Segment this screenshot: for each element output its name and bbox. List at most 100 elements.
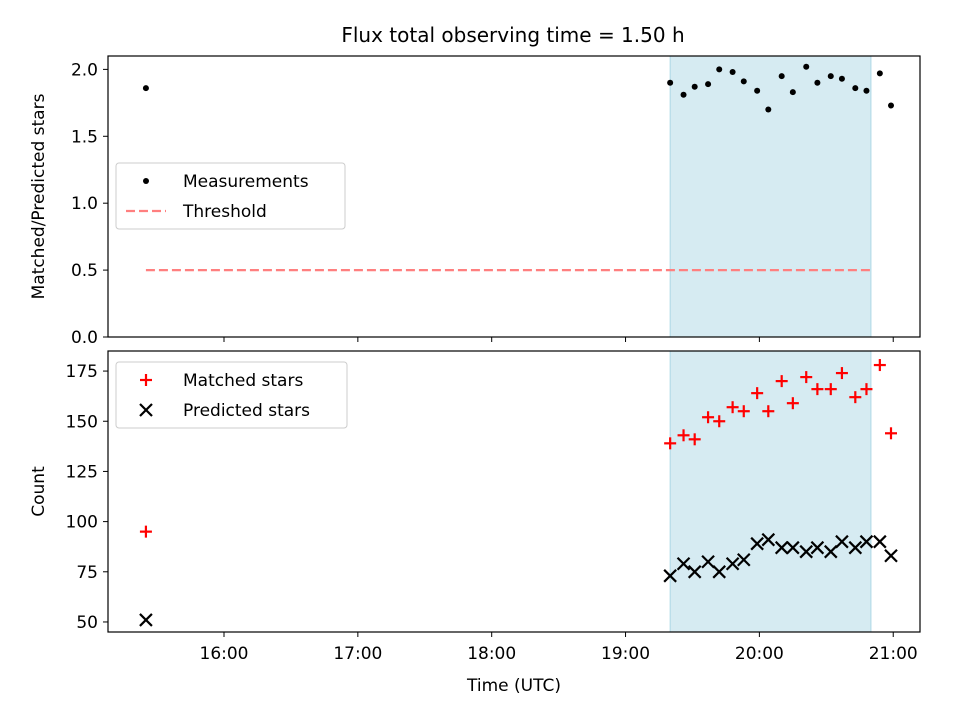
data-point — [740, 78, 747, 85]
bottom-panel: 50 75 100 125 150 175 Count 16:00 17:00 18:00 19:0… — [29, 350, 921, 696]
data-point — [775, 375, 788, 388]
data-point — [761, 532, 776, 547]
data-point — [687, 565, 702, 579]
data-point — [789, 89, 796, 96]
data-point — [677, 429, 690, 442]
data-point — [729, 69, 736, 76]
x-axis-label: Time (UTC) — [466, 676, 561, 696]
data-point — [888, 102, 894, 109]
y-tick-label: 1.5 — [71, 127, 98, 147]
data-point — [835, 367, 848, 380]
data-point — [778, 73, 785, 80]
y-tick-label: 150 — [66, 412, 98, 432]
data-point — [737, 405, 750, 418]
data-point — [667, 79, 674, 86]
series-matched-stars — [139, 359, 897, 538]
y-axis-label: Count — [29, 466, 49, 517]
data-point — [873, 534, 887, 549]
data-point — [786, 397, 799, 410]
data-point — [725, 556, 740, 571]
data-point — [701, 554, 715, 569]
data-point — [827, 73, 834, 80]
data-point — [664, 437, 677, 450]
y-tick-label: 0.0 — [71, 328, 98, 348]
y-tick-label: 125 — [66, 462, 98, 482]
data-point — [139, 613, 153, 627]
legend-entry: Threshold — [126, 202, 267, 222]
data-point — [860, 383, 873, 396]
data-point — [726, 401, 739, 414]
data-point — [762, 405, 775, 418]
data-point — [824, 383, 837, 396]
data-point — [142, 85, 149, 92]
data-point — [849, 391, 862, 404]
x-tick-label: 16:00 — [200, 644, 249, 664]
x-tick-label: 20:00 — [735, 644, 784, 664]
legend-label: Threshold — [182, 202, 267, 222]
y-tick-label: 50 — [76, 613, 98, 633]
data-point — [774, 540, 789, 555]
legend-label: Matched stars — [183, 371, 303, 391]
legend-handle — [140, 374, 152, 386]
chart-title: Flux total observing time = 1.50 h — [341, 23, 684, 47]
data-point — [736, 552, 751, 567]
data-point — [139, 525, 152, 538]
legend-label: Measurements — [183, 172, 309, 192]
data-point — [876, 70, 883, 77]
data-point — [676, 556, 691, 571]
data-point — [663, 569, 677, 583]
legend-box — [115, 361, 348, 429]
data-point — [852, 85, 859, 92]
data-point — [716, 66, 723, 73]
data-point — [838, 75, 845, 82]
data-point — [713, 415, 726, 428]
series-predicted-stars — [139, 532, 898, 627]
data-point — [691, 83, 698, 90]
legend: Measurements Threshold — [115, 162, 346, 230]
y-tick-label: 100 — [66, 513, 98, 533]
data-point — [884, 548, 898, 563]
data-point — [786, 540, 800, 555]
axes-frame — [107, 350, 921, 633]
y-tick-label: 75 — [76, 563, 98, 583]
x-tick-label: 19:00 — [601, 644, 650, 664]
data-point — [873, 359, 886, 372]
y-tick-label: 0.5 — [71, 261, 98, 281]
y-tick-label: 1.0 — [71, 194, 98, 214]
legend-label: Predicted stars — [183, 401, 310, 421]
data-point — [814, 79, 821, 86]
x-tick-label: 17:00 — [333, 644, 382, 664]
data-point — [712, 565, 727, 579]
data-point — [823, 544, 838, 559]
data-point — [885, 427, 897, 440]
y-tick-label: 2.0 — [71, 60, 98, 80]
data-point — [751, 387, 764, 400]
data-point — [799, 544, 814, 559]
data-point — [705, 81, 712, 88]
data-point — [803, 63, 810, 70]
data-point — [765, 106, 772, 113]
data-point — [702, 411, 715, 424]
observing-window-span — [669, 350, 872, 633]
data-point — [863, 87, 870, 94]
data-point — [800, 371, 813, 384]
x-tick-label: 18:00 — [467, 644, 516, 664]
series-measurements — [142, 63, 894, 113]
axes-frame — [107, 55, 921, 338]
observing-window-span — [669, 55, 872, 338]
x-tick-label: 21:00 — [869, 644, 918, 664]
legend-box — [115, 162, 346, 230]
legend-entry: Matched stars — [140, 371, 303, 391]
data-point — [848, 540, 863, 555]
data-point — [680, 91, 687, 98]
data-point — [810, 540, 825, 555]
data-point — [754, 87, 761, 94]
legend-handle — [143, 178, 149, 184]
y-tick-label: 175 — [66, 362, 98, 382]
data-point — [859, 534, 874, 549]
legend-handle — [139, 403, 153, 417]
y-axis-label: Matched/Predicted stars — [29, 93, 49, 299]
data-point — [811, 383, 824, 396]
data-point — [750, 536, 764, 551]
